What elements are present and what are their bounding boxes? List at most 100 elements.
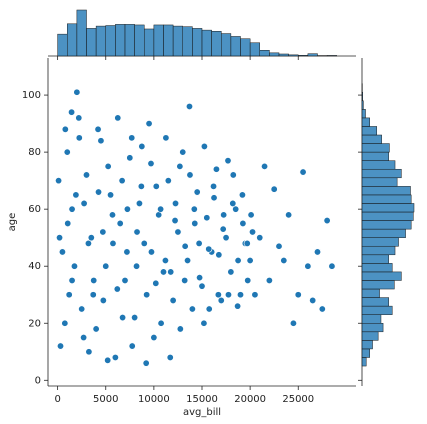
point bbox=[147, 248, 155, 256]
point bbox=[90, 276, 98, 284]
point bbox=[123, 205, 131, 213]
point bbox=[164, 177, 172, 185]
point bbox=[193, 188, 201, 196]
point bbox=[227, 268, 235, 276]
x-tick-label: 5000 bbox=[93, 394, 118, 405]
top-hist-bar bbox=[278, 53, 289, 57]
point bbox=[200, 142, 208, 150]
top-hist-bar bbox=[182, 26, 193, 57]
point bbox=[89, 291, 97, 299]
point bbox=[247, 211, 255, 219]
point bbox=[229, 171, 237, 179]
point bbox=[61, 319, 69, 327]
point bbox=[121, 276, 129, 284]
top-hist-bar bbox=[298, 55, 309, 57]
point bbox=[68, 205, 76, 213]
point bbox=[243, 239, 251, 247]
right-hist-bar bbox=[361, 134, 382, 144]
point bbox=[222, 234, 230, 242]
point bbox=[167, 268, 175, 276]
point bbox=[135, 199, 143, 207]
point bbox=[224, 157, 232, 165]
right-hist-bar bbox=[361, 126, 378, 136]
point bbox=[138, 142, 146, 150]
y-tick-label: 40 bbox=[28, 261, 41, 272]
top-hist-bar bbox=[95, 25, 106, 57]
point bbox=[200, 319, 208, 327]
point bbox=[238, 191, 246, 199]
point bbox=[145, 120, 153, 128]
point bbox=[102, 262, 110, 270]
point bbox=[176, 162, 184, 170]
top-hist-bar bbox=[172, 25, 183, 57]
point bbox=[215, 251, 223, 259]
point bbox=[143, 291, 151, 299]
top-hist-bar bbox=[134, 24, 145, 57]
top-hist-bar bbox=[269, 52, 280, 57]
point bbox=[142, 359, 150, 367]
point bbox=[234, 302, 242, 310]
x-tick-label: 20000 bbox=[234, 394, 266, 405]
point bbox=[73, 88, 81, 96]
top-hist-bar bbox=[307, 53, 318, 57]
point bbox=[107, 191, 115, 199]
point bbox=[232, 205, 240, 213]
top-hist-bar bbox=[230, 36, 241, 57]
point bbox=[64, 219, 72, 227]
right-hist-bar bbox=[361, 340, 373, 350]
point bbox=[188, 305, 196, 313]
point bbox=[249, 228, 257, 236]
point bbox=[152, 182, 160, 190]
point bbox=[152, 279, 160, 287]
point bbox=[185, 102, 193, 110]
right-hist-bar bbox=[361, 348, 370, 358]
point bbox=[99, 228, 107, 236]
point bbox=[174, 228, 182, 236]
point bbox=[116, 219, 124, 227]
point bbox=[237, 291, 245, 299]
point bbox=[72, 191, 80, 199]
right-hist-bar bbox=[361, 271, 402, 281]
right-hist-bar bbox=[361, 177, 398, 187]
top-hist-bar bbox=[221, 33, 232, 57]
point bbox=[198, 282, 206, 290]
point bbox=[323, 217, 331, 225]
point bbox=[161, 257, 169, 265]
right-hist-bar bbox=[361, 194, 412, 204]
x-tick-label: 15000 bbox=[186, 394, 218, 405]
top-hist-bar bbox=[115, 24, 126, 57]
right-hist-bar bbox=[361, 211, 414, 221]
point bbox=[104, 356, 112, 364]
right-hist-bar bbox=[361, 203, 415, 213]
right-hist-bar bbox=[361, 186, 411, 196]
point bbox=[80, 199, 88, 207]
right-hist-bar bbox=[361, 263, 393, 273]
point bbox=[85, 348, 93, 356]
point bbox=[56, 234, 64, 242]
point bbox=[97, 137, 105, 145]
y-tick-label: 60 bbox=[28, 204, 41, 215]
top-hist-bar bbox=[76, 9, 87, 57]
point bbox=[128, 134, 136, 142]
point bbox=[118, 177, 126, 185]
point bbox=[246, 257, 254, 265]
top-hist-bar bbox=[259, 50, 270, 57]
point bbox=[309, 296, 317, 304]
point bbox=[179, 148, 187, 156]
point bbox=[205, 245, 213, 253]
point bbox=[80, 334, 88, 342]
x-axis-title: avg_bill bbox=[183, 407, 221, 418]
top-hist-bar bbox=[124, 24, 135, 57]
point bbox=[251, 291, 259, 299]
point bbox=[92, 325, 100, 333]
right-hist-bar bbox=[361, 91, 363, 102]
right-hist-bar bbox=[361, 245, 396, 256]
point bbox=[95, 188, 103, 196]
right-hist-bar bbox=[361, 288, 380, 298]
point bbox=[99, 296, 107, 304]
x-tick-label: 10000 bbox=[138, 394, 170, 405]
point bbox=[84, 239, 92, 247]
point bbox=[239, 219, 247, 227]
point bbox=[63, 148, 71, 156]
